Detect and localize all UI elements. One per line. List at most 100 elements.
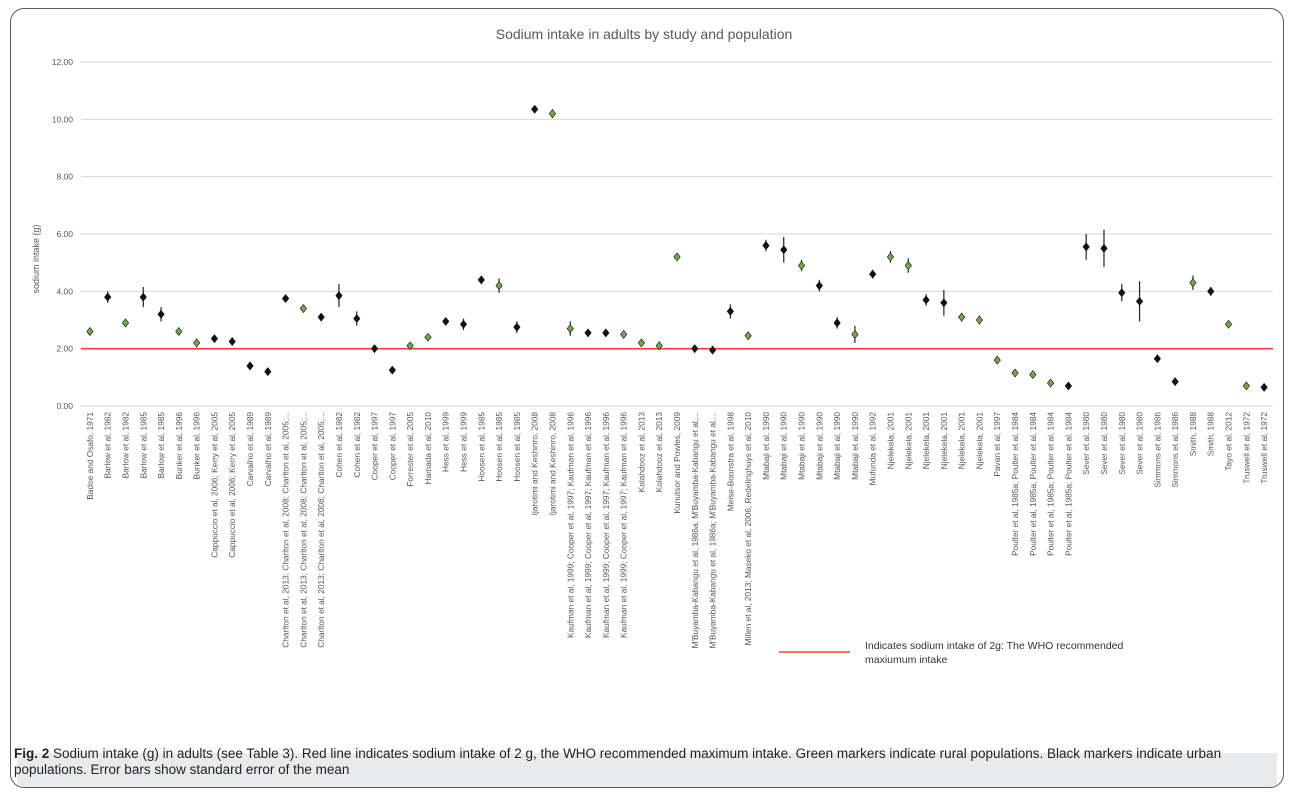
x-category-label: Barlow et al, 1985 — [156, 412, 166, 479]
x-category-label: Sever et al, 1980 — [1081, 412, 1091, 475]
data-point-urban — [691, 344, 699, 354]
x-category-label: Ijarotimi and Keshinro, 2008 — [547, 412, 557, 516]
data-point-rural — [655, 341, 663, 351]
x-category-label: Njelekela, 2001 — [957, 412, 967, 470]
data-point-urban — [157, 309, 165, 319]
data-point-rural — [1189, 278, 1197, 288]
caption-text: Sodium intake (g) in adults (see Table 3… — [14, 746, 1222, 777]
x-category-label: Njelekela, 2001 — [974, 412, 984, 470]
x-category-label: Carvalho et al, 1989 — [245, 412, 255, 487]
data-point-rural — [121, 318, 130, 328]
data-point-urban — [1153, 354, 1161, 364]
x-category-label: Pavan et al, 1997 — [992, 412, 1002, 477]
data-point-urban — [353, 314, 361, 324]
x-category-label: Simmons et al, 1986 — [1170, 412, 1180, 488]
caption-background — [17, 753, 1277, 787]
x-category-label: Kaufman et al, 1999; Cooper et al, 1997;… — [583, 412, 593, 638]
x-category-label: Mtabaji et al, 1990 — [797, 412, 807, 480]
data-point-urban — [708, 345, 717, 355]
x-category-label: Cooper et al, 1997 — [387, 412, 397, 481]
data-point-rural — [904, 261, 912, 271]
x-category-label: Meise-Boonstra et al, 1998 — [725, 412, 735, 512]
data-point-urban — [513, 322, 521, 332]
x-category-label: Cohen et al, 1982 — [352, 412, 362, 478]
x-category-label: Sever et al, 1980 — [1099, 412, 1109, 475]
data-point-urban — [1207, 286, 1215, 296]
data-point-urban — [388, 365, 396, 375]
x-category-label: Truswell et al, 1972 — [1241, 412, 1251, 484]
x-category-label: M'Buyamba-Kabangu et al, 1986a; M'Buyamb… — [708, 412, 718, 649]
y-tick-label: 0.00 — [56, 401, 73, 411]
y-tick-label: 10.00 — [52, 114, 74, 124]
data-points — [86, 104, 1268, 392]
x-category-label: Forrester et al, 2005 — [405, 412, 415, 487]
data-point-urban — [940, 298, 948, 308]
data-point-urban — [762, 240, 770, 250]
x-category-labels: Badoe and Osafo, 1971 Barlow et al, 1982 B… — [85, 412, 1269, 649]
x-category-label: Cappuccio et al, 2006; Kerry et al, 2005 — [227, 412, 237, 558]
x-category-label: Tayo et al, 2012 — [1224, 412, 1234, 471]
x-category-label: Smith, 1988 — [1188, 412, 1198, 457]
x-category-label: Cooper et al, 1997 — [370, 412, 380, 481]
x-category-label: Hess et al, 1999 — [441, 412, 451, 472]
sodium-intake-chart: Sodium intake in adults by study and pop… — [31, 26, 1273, 666]
data-point-rural — [424, 332, 432, 342]
x-category-label: Bunker et al, 1996 — [174, 412, 184, 480]
x-category-label: Ijarotimi and Keshinro, 2008 — [530, 412, 540, 516]
x-category-label: Cohen et al, 1982 — [334, 412, 344, 478]
y-tick-label: 8.00 — [56, 172, 73, 182]
x-category-label: Smith, 1988 — [1206, 412, 1216, 457]
x-category-label: Poulter et al, 1985a; Poulter et al, 198… — [1028, 412, 1038, 556]
figure-label: Fig. 2 — [14, 746, 50, 761]
y-tick-label: 6.00 — [56, 229, 73, 239]
x-category-label: Mtabaji et al, 1990 — [832, 412, 842, 480]
data-point-urban — [442, 316, 450, 326]
x-category-label: Poulter et al, 1985a; Poulter et al, 198… — [1046, 412, 1056, 556]
x-category-label: Njelekela, 2001 — [921, 412, 931, 470]
data-point-urban — [1171, 377, 1179, 387]
data-point-rural — [797, 261, 806, 271]
gridlines — [81, 61, 1273, 407]
data-point-rural — [975, 315, 984, 325]
x-category-label: Sever et al, 1980 — [1117, 412, 1127, 475]
x-category-label: Njelekela, 2001 — [885, 412, 895, 470]
x-category-label: Charlton et al, 2013; Charlton et al, 20… — [281, 412, 291, 648]
data-point-urban — [282, 294, 290, 303]
data-point-rural — [1047, 378, 1055, 388]
data-point-urban — [210, 334, 219, 344]
x-category-label: Sever et al, 1980 — [1135, 412, 1145, 475]
data-point-urban — [1100, 243, 1108, 253]
data-point-urban — [228, 337, 236, 346]
x-category-label: Hoosen et al, 1985 — [494, 412, 504, 482]
data-point-urban — [726, 306, 734, 316]
x-category-label: Cappuccio et al, 2006; Kerry et al, 2005 — [209, 412, 219, 558]
x-category-label: Carvalho et al, 1989 — [263, 412, 273, 487]
data-point-urban — [264, 367, 272, 377]
data-point-rural — [1029, 369, 1037, 379]
data-point-urban — [1064, 381, 1072, 391]
x-category-label: Hoosen et al, 1985 — [512, 412, 522, 482]
x-category-label: Charlton et al, 2013; Charlton et al, 20… — [316, 412, 326, 648]
x-category-label: Barlow et al, 1985 — [138, 412, 148, 479]
data-point-rural — [86, 326, 94, 336]
x-category-label: Millen et al, 2013; Maseko et al, 2006; … — [743, 412, 753, 646]
x-category-label: Njelekela, 2001 — [903, 412, 913, 470]
x-category-label: Poulter et al, 1985a; Poulter et al, 198… — [1063, 412, 1073, 556]
data-point-urban — [370, 344, 379, 354]
data-point-rural — [193, 338, 201, 348]
data-point-urban — [815, 281, 823, 291]
data-point-urban — [531, 104, 539, 114]
y-axis-label: sodium intake (g) — [31, 224, 41, 293]
x-category-label: Hoosen et al, 1985 — [476, 412, 486, 482]
data-point-urban — [246, 361, 254, 371]
data-point-urban — [459, 319, 468, 329]
x-category-label: Mufunda et al, 1992 — [868, 412, 878, 486]
data-point-rural — [620, 329, 628, 339]
data-point-rural — [1224, 319, 1233, 329]
data-point-urban — [584, 328, 592, 338]
x-category-label: Kolahdooz et al, 2013 — [654, 412, 664, 493]
data-point-rural — [851, 329, 859, 339]
data-point-urban — [139, 292, 147, 302]
data-point-rural — [1242, 381, 1250, 391]
x-category-label: Mtabaji et al, 1990 — [814, 412, 824, 480]
